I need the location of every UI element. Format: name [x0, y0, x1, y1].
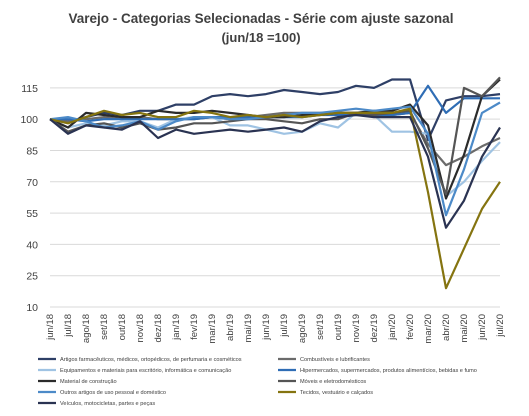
x-tick-label: mai/20 — [459, 314, 470, 343]
y-tick-label: 40 — [26, 239, 38, 251]
legend-entry: Outros artigos de uso pessoal e doméstic… — [60, 390, 166, 396]
series-line-8 — [49, 107, 501, 290]
series-line-3 — [49, 111, 501, 198]
x-tick-label: abr/19 — [225, 314, 236, 341]
x-tick-label: fev/20 — [405, 314, 416, 340]
y-axis-ticks: 10 25 40 55 70 85 100 115 — [20, 83, 38, 314]
legend-entry: Móveis e eletrodomésticos — [300, 379, 366, 385]
x-tick-label: mai/19 — [243, 314, 254, 343]
x-tick-label: ago/19 — [297, 314, 308, 343]
x-tick-label: dez/19 — [369, 314, 380, 343]
x-tick-label: mar/19 — [207, 314, 218, 344]
x-axis-ticks: jun/18 jul/18 ago/18 set/18 out/18 nov/18 dez/… — [45, 314, 506, 344]
x-tick-label: abr/20 — [441, 314, 452, 341]
x-tick-label: jun/20 — [477, 314, 488, 341]
legend-entry: Material de construção — [60, 379, 117, 385]
series-lines — [49, 76, 501, 290]
x-tick-label: jan/19 — [171, 314, 182, 341]
x-tick-label: jun/18 — [45, 314, 56, 341]
y-tick-label: 115 — [21, 83, 38, 95]
x-tick-label: dez/18 — [153, 314, 164, 343]
x-tick-label: out/19 — [333, 314, 344, 340]
y-tick-label: 70 — [26, 177, 38, 189]
x-tick-label: nov/18 — [135, 314, 146, 343]
legend-entry: Tecidos, vestuário e calçados — [300, 390, 373, 396]
x-tick-label: ago/18 — [81, 314, 92, 343]
legend-entry: Hipermercados, supermercados, produtos a… — [300, 368, 477, 374]
legend-entry: Equipamentos e materiais para escritório… — [60, 368, 231, 374]
y-tick-label: 85 — [26, 145, 38, 157]
legend-entry: Artigos farmacêuticos, médicos, ortopédi… — [60, 357, 242, 363]
x-tick-label: jan/20 — [387, 314, 398, 341]
x-tick-label: jul/18 — [63, 314, 74, 338]
legend-entry: Veículos, motocicletas, partes e peças — [60, 401, 155, 407]
x-tick-label: nov/19 — [351, 314, 362, 343]
x-tick-label: set/19 — [315, 314, 326, 340]
x-tick-label: out/18 — [117, 314, 128, 340]
chart-subtitle: (jun/18 =100) — [221, 30, 300, 45]
y-tick-label: 25 — [26, 271, 38, 283]
legend: Artigos farmacêuticos, médicos, ortopédi… — [38, 357, 477, 407]
chart-title: Varejo - Categorias Selecionadas - Série… — [69, 11, 454, 26]
x-tick-label: set/18 — [99, 314, 110, 340]
y-tick-label: 100 — [20, 114, 38, 126]
y-tick-label: 55 — [26, 208, 38, 220]
legend-entry: Combustíveis e lubrificantes — [300, 357, 370, 363]
x-tick-label: mar/20 — [423, 314, 434, 344]
x-tick-label: jul/19 — [279, 314, 290, 338]
x-tick-label: jun/19 — [261, 314, 272, 341]
x-tick-label: jul/20 — [495, 314, 506, 338]
series-line-6 — [49, 76, 501, 196]
x-tick-label: fev/19 — [189, 314, 200, 340]
series-line-5 — [49, 78, 501, 200]
series-line-9 — [49, 113, 501, 229]
y-tick-label: 10 — [26, 302, 38, 314]
